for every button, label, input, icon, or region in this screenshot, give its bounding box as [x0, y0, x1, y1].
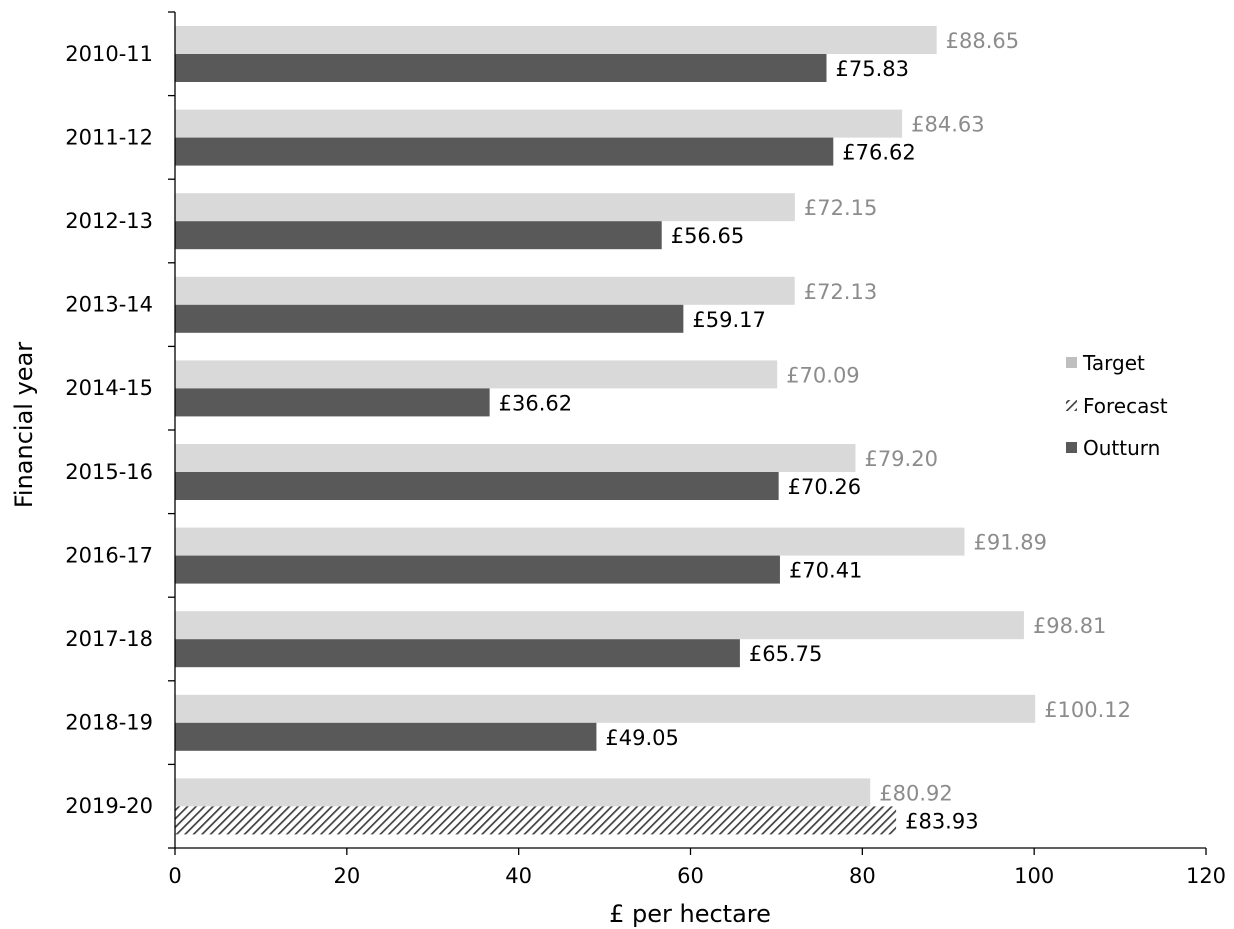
data-label-target-2012-13: £72.15: [804, 196, 877, 220]
data-label-outturn-2010-11: £75.83: [836, 57, 909, 81]
category-label-2017-18: 2017-18: [65, 627, 153, 651]
data-label-target-2010-11: £88.65: [946, 29, 1019, 53]
category-label-2019-20: 2019-20: [65, 794, 153, 818]
legend-swatch-forecast: [1066, 400, 1077, 411]
bar-target-2017-18: [175, 611, 1024, 640]
data-label-target-2016-17: £91.89: [973, 531, 1046, 555]
data-label-outturn-2011-12: £76.62: [842, 141, 915, 165]
data-label-outturn-2017-18: £65.75: [749, 642, 822, 666]
bar-outturn-2014-15: [175, 388, 490, 417]
legend-swatch-target: [1066, 357, 1077, 368]
data-label-target-2017-18: £98.81: [1033, 614, 1106, 638]
category-label-2010-11: 2010-11: [65, 42, 153, 66]
bar-target-2014-15: [175, 360, 778, 389]
category-label-2012-13: 2012-13: [65, 209, 153, 233]
bar-target-2010-11: [175, 26, 937, 54]
bar-outturn-2017-18: [175, 639, 740, 668]
bar-target-2018-19: [175, 694, 1036, 723]
axes-layer: 2010-11 2011-12 2012-13 2013-14 2014-15 2015-…: [65, 11, 1226, 888]
legend-swatch-outturn: [1066, 442, 1077, 453]
bar-target-2016-17: [175, 527, 965, 556]
bar-outturn-2011-12: [175, 137, 834, 166]
x-tick-label-120: 120: [1186, 864, 1226, 888]
data-label-outturn-2012-13: £56.65: [671, 224, 744, 248]
data-label-outturn-2013-14: £59.17: [692, 308, 765, 332]
data-label-target-2014-15: £70.09: [786, 363, 859, 387]
bar-outturn-2015-16: [175, 472, 779, 500]
category-label-2011-12: 2011-12: [65, 125, 153, 149]
bar-target-2019-20: [175, 778, 871, 807]
x-tick-label-40: 40: [505, 864, 532, 888]
data-labels-layer: £88.65 £75.83 £84.63 £76.62 £72.15 £56.65 £72.…: [499, 29, 1131, 833]
data-label-outturn-2018-19: £49.05: [605, 726, 678, 750]
bar-outturn-2016-17: [175, 555, 780, 584]
data-label-target-2018-19: £100.12: [1044, 698, 1131, 722]
data-label-outturn-2014-15: £36.62: [499, 391, 572, 415]
bar-outturn-2013-14: [175, 304, 684, 333]
legend: Target Forecast Outturn: [1066, 351, 1168, 460]
data-label-target-2019-20: £80.92: [879, 781, 952, 805]
bar-target-2013-14: [175, 276, 795, 305]
category-label-2015-16: 2015-16: [65, 460, 153, 484]
x-tick-label-100: 100: [1014, 864, 1054, 888]
x-tick-label-0: 0: [168, 864, 181, 888]
legend-label-forecast: Forecast: [1083, 394, 1168, 418]
bars-layer: [175, 26, 1036, 835]
bar-outturn-2010-11: [175, 54, 827, 82]
category-label-2016-17: 2016-17: [65, 543, 153, 567]
bar-target-2015-16: [175, 444, 856, 472]
data-label-outturn-2016-17: £70.41: [789, 559, 862, 583]
bar-forecast-2019-20: [175, 806, 897, 835]
legend-label-target: Target: [1082, 351, 1145, 375]
x-tick-label-80: 80: [849, 864, 876, 888]
bar-outturn-2018-19: [175, 722, 597, 751]
data-label-forecast-2019-20: £83.93: [905, 809, 978, 833]
legend-label-outturn: Outturn: [1083, 436, 1160, 460]
data-label-outturn-2015-16: £70.26: [788, 475, 861, 499]
bar-outturn-2012-13: [175, 221, 662, 250]
data-label-target-2011-12: £84.63: [911, 113, 984, 137]
y-axis-title: Financial year: [10, 342, 38, 508]
x-tick-label-20: 20: [333, 864, 360, 888]
bar-target-2011-12: [175, 109, 903, 138]
data-label-target-2013-14: £72.13: [804, 280, 877, 304]
category-label-2018-19: 2018-19: [65, 711, 153, 735]
x-tick-label-60: 60: [677, 864, 704, 888]
data-label-target-2015-16: £79.20: [864, 447, 937, 471]
x-axis-title: £ per hectare: [609, 900, 771, 928]
bar-target-2012-13: [175, 193, 795, 222]
category-label-2013-14: 2013-14: [65, 293, 153, 317]
category-label-2014-15: 2014-15: [65, 376, 153, 400]
